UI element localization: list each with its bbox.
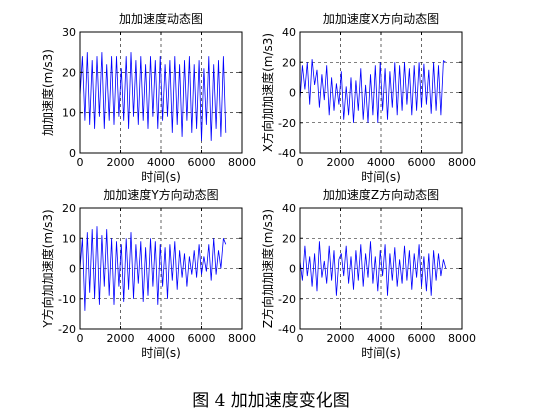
x-tick-label: 2000	[327, 156, 355, 169]
y-axis-label: Y方向加加速度(m/s3)	[40, 209, 55, 328]
y-axis-label: X方向加加速度(m/s3)	[260, 33, 275, 152]
x-tick-label: 6000	[408, 332, 436, 345]
x-tick-label: 6000	[188, 156, 216, 169]
x-tick-label: 2000	[327, 332, 355, 345]
x-tick-label: 8000	[228, 156, 256, 169]
y-tick-label: 40	[282, 26, 296, 39]
x-tick-label: 4000	[367, 156, 395, 169]
y-tick-label: 30	[62, 26, 76, 39]
y-tick-label: 20	[282, 232, 296, 245]
y-tick-label: 0	[289, 263, 296, 276]
y-tick-label: -20	[278, 293, 296, 306]
y-tick-label: -20	[278, 117, 296, 130]
y-axis-label: 加加速度(m/s3)	[40, 49, 55, 136]
x-tick-label: 4000	[147, 332, 175, 345]
x-axis-label: 时间(s)	[361, 170, 401, 184]
chart-panel-2: 0 2000 4000 6000 8000 -40 -20 0 20 40 加加速度X方向动态图时间…	[260, 11, 476, 184]
y-axis-label: Z方向加加速度(m/s3)	[260, 209, 275, 328]
x-tick-label: 6000	[408, 156, 436, 169]
y-tick-label: 0	[289, 87, 296, 100]
y-tick-label: -10	[58, 293, 76, 306]
x-tick-label: 4000	[147, 156, 175, 169]
x-axis-label: 时间(s)	[141, 170, 181, 184]
y-tick-label: 20	[62, 66, 76, 79]
x-tick-label: 0	[77, 332, 84, 345]
y-tick-label: 0	[69, 263, 76, 276]
x-tick-label: 0	[297, 332, 304, 345]
y-tick-label: 10	[62, 107, 76, 120]
series-line-1	[79, 52, 227, 141]
x-tick-label: 8000	[448, 156, 476, 169]
chart-panel-3: 0 2000 4000 6000 8000 -20 -10 0 10 20 加加速度Y方向动态图时间…	[40, 187, 256, 360]
x-tick-label: 2000	[107, 332, 135, 345]
x-axis-label: 时间(s)	[361, 346, 401, 360]
chart-title: 加加速度X方向动态图	[323, 11, 439, 26]
x-tick-label: 8000	[228, 332, 256, 345]
x-tick-label: 4000	[367, 332, 395, 345]
chart-title: 加加速度动态图	[119, 11, 203, 26]
y-tick-label: -40	[278, 147, 296, 160]
x-tick-label: 2000	[107, 156, 135, 169]
chart-title: 加加速度Y方向动态图	[103, 187, 218, 202]
x-tick-label: 6000	[188, 332, 216, 345]
y-tick-label: -40	[278, 323, 296, 336]
series-line-1	[79, 226, 227, 311]
y-tick-label: 20	[282, 56, 296, 69]
y-tick-label: 10	[62, 232, 76, 245]
chart-title: 加加速度Z方向动态图	[323, 187, 439, 202]
y-tick-label: 20	[62, 202, 76, 215]
y-tick-label: 0	[69, 147, 76, 160]
x-axis-label: 时间(s)	[141, 346, 181, 360]
y-tick-label: 40	[282, 202, 296, 215]
series-line-1	[299, 59, 447, 123]
chart-panel-4: 0 2000 4000 6000 8000 -40 -20 0 20 40 加加速度Z方向动态图时间…	[260, 187, 476, 360]
series-line-1	[299, 241, 447, 296]
y-tick-label: -20	[58, 323, 76, 336]
figure-caption: 图 4 加加速度变化图	[192, 391, 350, 411]
x-tick-label: 0	[77, 156, 84, 169]
x-tick-label: 8000	[448, 332, 476, 345]
x-tick-label: 0	[297, 156, 304, 169]
